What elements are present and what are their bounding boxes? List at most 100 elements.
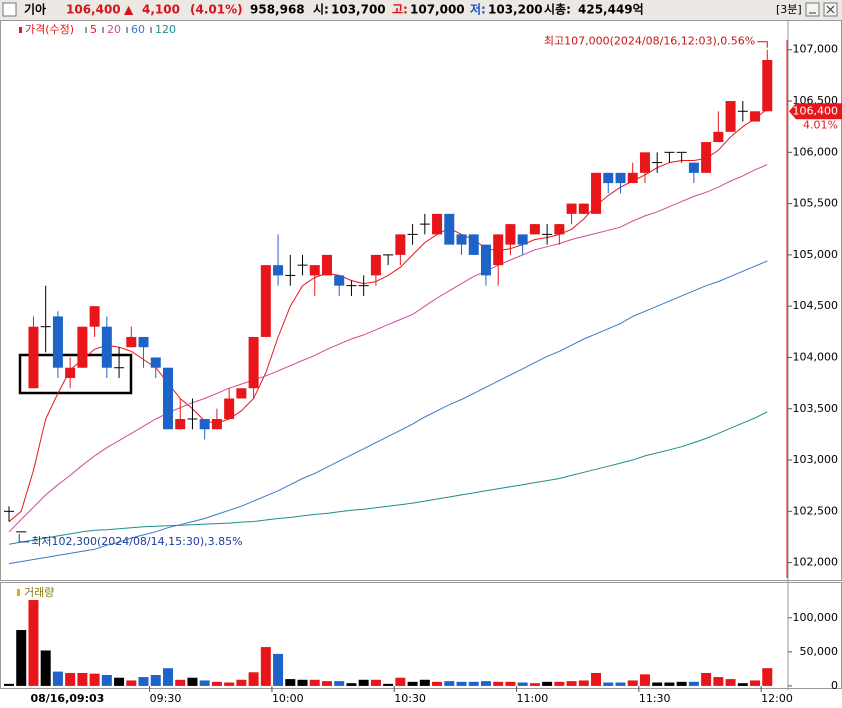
volume-bar: [701, 672, 712, 686]
price: 106,400: [66, 3, 121, 17]
candle-body: [517, 234, 528, 245]
candle-body: [321, 254, 332, 276]
volume-bar: [713, 677, 724, 686]
volume-bar: [321, 681, 332, 686]
close-icon: [826, 5, 835, 14]
legend-label: 가격(수정): [25, 23, 74, 36]
candle-body: [65, 367, 76, 378]
volume-bar: [28, 600, 39, 686]
volume-bar: [383, 683, 394, 686]
candle-body: [762, 60, 773, 112]
candle-body: [162, 367, 173, 430]
highlight-box: [18, 353, 133, 395]
candle-body: [89, 306, 100, 327]
volume-bar: [138, 677, 149, 686]
candle-body: [334, 275, 345, 286]
volume-bar: [468, 681, 479, 686]
volume-bar: [346, 683, 357, 686]
volume-bar: [529, 683, 540, 686]
volume-bar: [603, 682, 614, 686]
y-tick-label: 107,000: [793, 43, 839, 56]
volume-title: 거래량: [24, 586, 54, 599]
volume-bar: [260, 647, 271, 686]
candle-body: [248, 336, 259, 389]
open-label: 시:: [313, 3, 329, 17]
candle-body: [566, 203, 577, 214]
candle-body: [493, 234, 504, 266]
volume-bar: [297, 679, 308, 686]
annotation-arrow: [18, 533, 30, 543]
candle-body: [554, 224, 565, 235]
volume-bar: [273, 653, 284, 686]
candle-body: [260, 265, 271, 337]
rate: (4.01%): [190, 3, 243, 17]
x-tick-label: 10:00: [272, 692, 304, 705]
candle-body: [236, 388, 247, 399]
volume-bar: [419, 679, 430, 686]
minimize-button[interactable]: [805, 2, 820, 17]
candle-body: [224, 398, 235, 420]
x-tick-label: 10:30: [394, 692, 426, 705]
legend-swatch: [150, 27, 152, 33]
open: 103,700: [331, 3, 386, 17]
x-tick-label: 12:00: [761, 692, 793, 705]
volume-bar: [211, 681, 222, 686]
candle-body: [52, 316, 63, 368]
legend-swatch: [126, 27, 128, 33]
candle-body: [456, 234, 467, 245]
volume-bar: [309, 679, 320, 686]
low-label: 저:: [470, 2, 486, 17]
x-tick-label: 08/16,09:03: [30, 692, 104, 705]
interval[interactable]: [3분]: [776, 3, 802, 16]
y-tick-label: 103,500: [793, 402, 839, 415]
annotation-high: 최고107,000(2024/08/16,12:03),0.56%: [544, 35, 755, 48]
candle-body: [480, 244, 491, 276]
legend-label: 5: [90, 23, 97, 36]
volume-bar: [480, 681, 491, 686]
volume-bar: [737, 683, 748, 686]
candle-body: [713, 131, 724, 143]
volume-bar: [395, 677, 406, 686]
y-tick-label: 106,000: [793, 145, 839, 158]
candle-body: [211, 419, 222, 430]
volume-bar: [578, 680, 589, 686]
volume-bar: [358, 679, 369, 686]
price-panel: [0, 20, 842, 581]
volume-bar: [664, 682, 675, 686]
volume-bar: [4, 683, 14, 686]
candle-body: [444, 213, 455, 245]
x-tick-label: 11:30: [639, 692, 671, 705]
high-label: 고:: [392, 3, 408, 17]
candle-body: [750, 111, 761, 122]
volume-bar: [334, 681, 345, 686]
volume-bar: [101, 675, 112, 686]
cap-label: 시총:: [544, 2, 571, 17]
candle-body: [432, 213, 443, 235]
menu-box[interactable]: [2, 2, 17, 17]
ma-line: [8, 260, 768, 565]
volume-bar: [370, 679, 381, 686]
y-tick-label: 102,500: [793, 504, 839, 517]
volume-bar: [432, 681, 443, 686]
candle-body: [395, 234, 406, 255]
y-tick-label: 50,000: [800, 645, 839, 658]
legend-swatch: [102, 27, 104, 33]
volume-panel: [0, 582, 842, 689]
volume-bar: [688, 681, 699, 686]
legend-label: 20: [107, 23, 121, 36]
volume-bar: [542, 681, 553, 686]
y-tick-label: 105,000: [793, 248, 839, 261]
high: 107,000: [410, 3, 465, 17]
ma-line: [8, 108, 768, 522]
candle-body: [701, 142, 712, 173]
y-tick-label: 100,000: [793, 611, 839, 624]
x-tick-label: 09:30: [150, 692, 182, 705]
header-bar: [0, 0, 842, 20]
volume-bar: [676, 681, 687, 686]
ma-line: [8, 411, 768, 545]
volume-bar: [150, 675, 161, 686]
volume-bar: [554, 681, 565, 686]
volume-bar: [444, 681, 455, 686]
x-tick-label: 11:00: [517, 692, 549, 705]
